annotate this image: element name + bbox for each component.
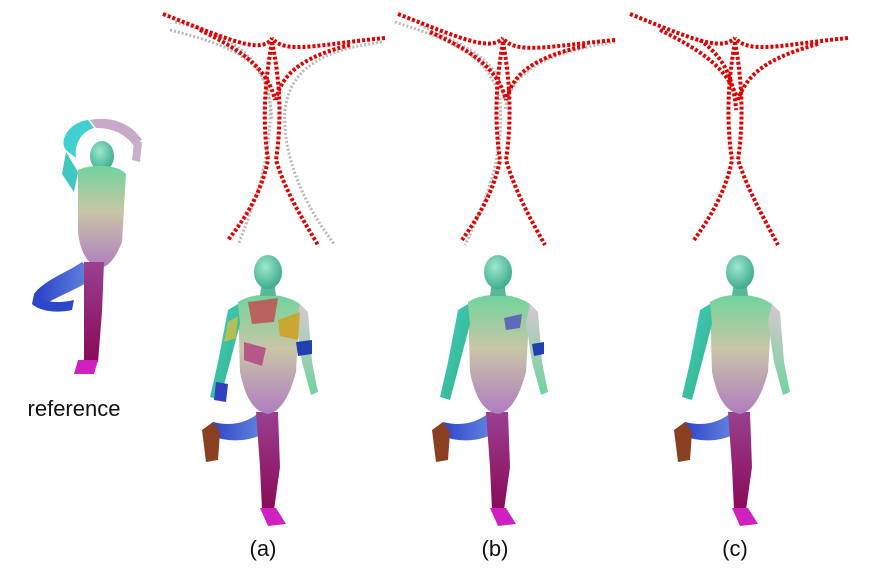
- panel-caption-a: (a): [249, 536, 277, 561]
- runner-figure-b: [432, 255, 548, 526]
- panel-caption-b: (b): [481, 536, 509, 561]
- correspondence-plot-b: [394, 12, 616, 246]
- reference-label: reference: [28, 396, 121, 421]
- panel-caption-c: (c): [722, 536, 748, 561]
- runner-figure-c: [674, 255, 790, 526]
- correspondence-plot-a: [162, 12, 386, 247]
- correspondence-plot-c: [629, 12, 849, 246]
- reference-figure: [32, 118, 142, 374]
- runner-figure-a: [202, 255, 318, 526]
